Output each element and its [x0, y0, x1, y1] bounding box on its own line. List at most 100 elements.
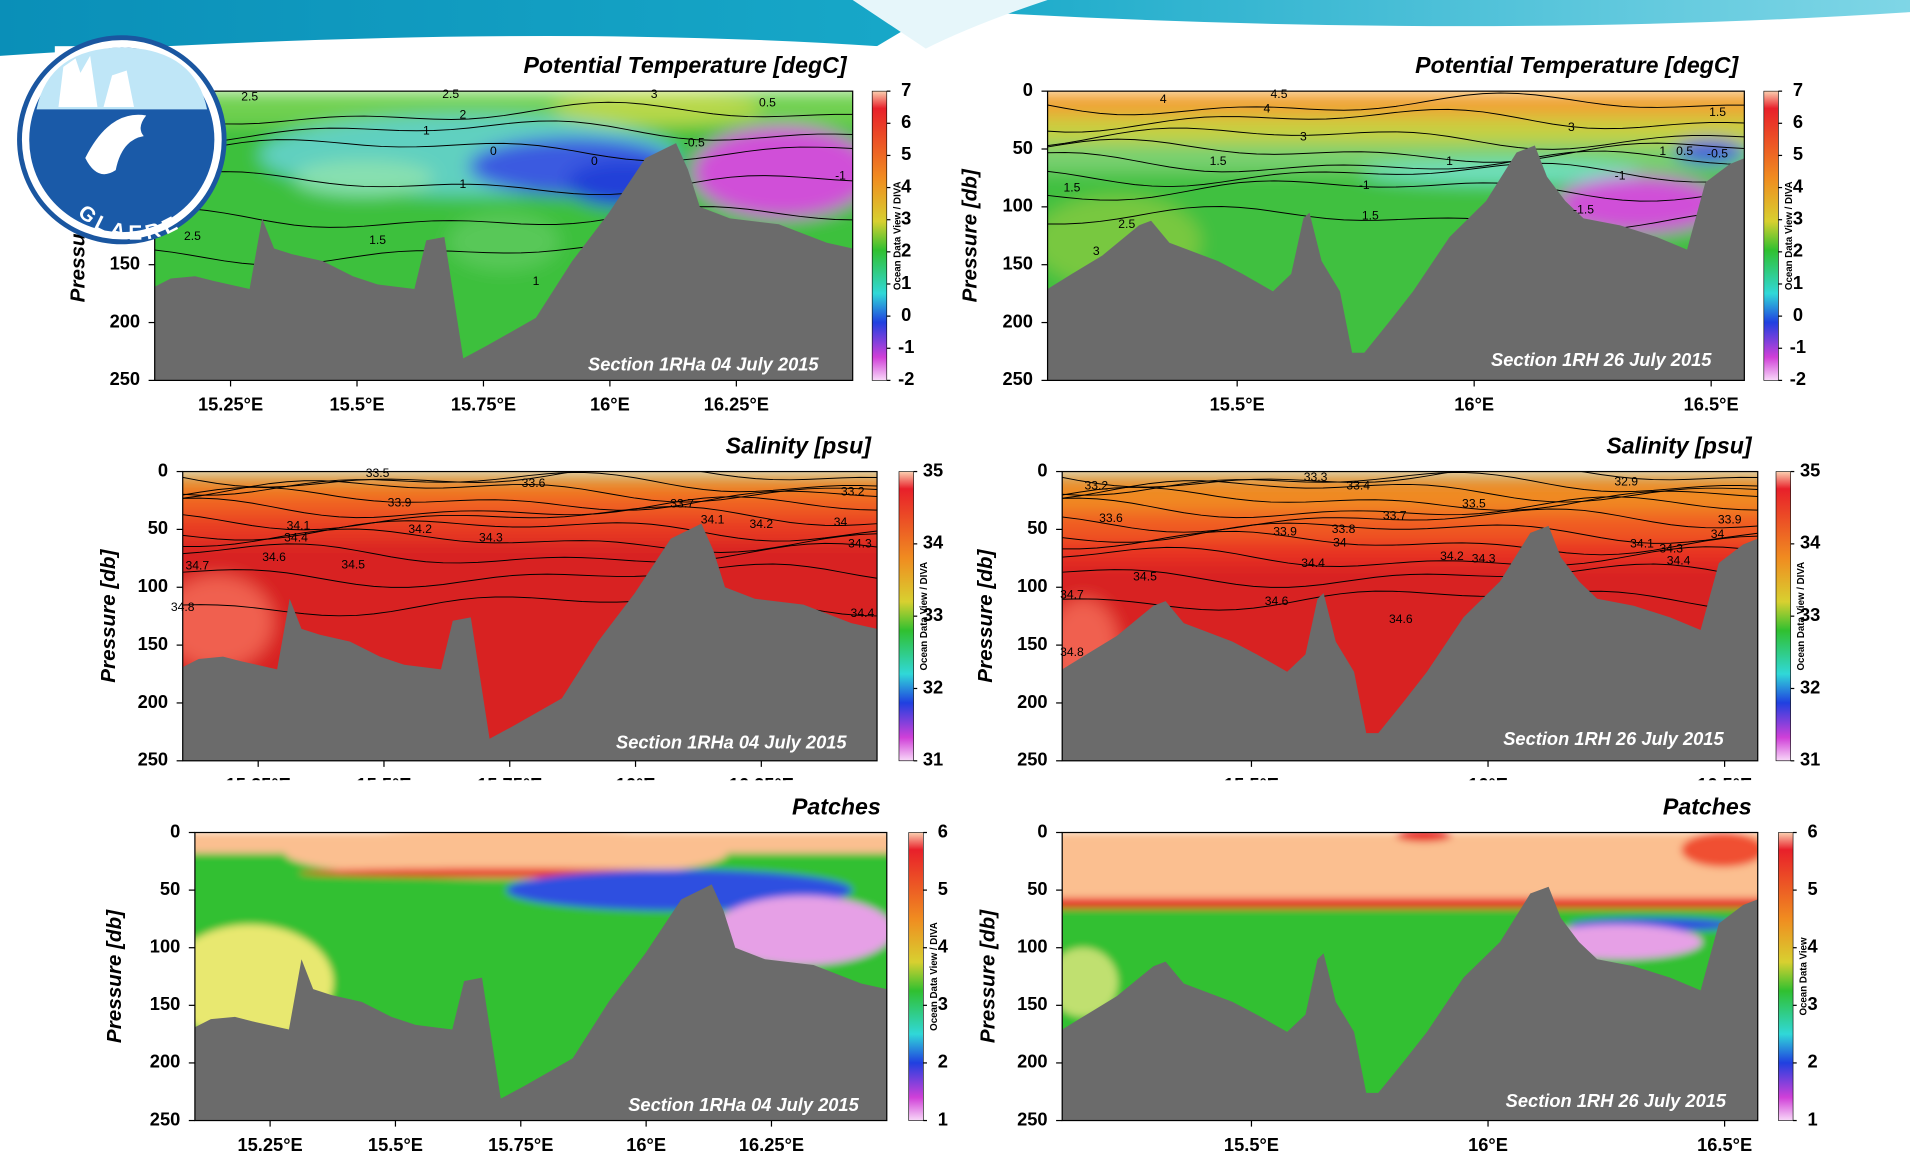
y-tick-label: 50 [1027, 878, 1047, 899]
x-tick-label: 15.25°E [237, 1134, 302, 1155]
contour-label: 34.7 [1060, 588, 1084, 602]
y-tick-label: 250 [150, 1108, 180, 1129]
contour-label: 0.5 [759, 96, 776, 110]
colorbar-tick-label: 5 [938, 878, 948, 899]
chart-title: Potential Temperature [degC] [523, 52, 847, 78]
y-tick-label: 150 [1002, 253, 1032, 274]
contour-label: -0.5 [1707, 147, 1728, 161]
colorbar-tick-label: 31 [923, 749, 943, 770]
x-tick-label: 16°E [626, 1134, 666, 1155]
colorbar [872, 91, 887, 380]
contour-label: -1 [1359, 178, 1370, 192]
contour-label: 33.7 [670, 497, 694, 511]
y-tick-label: 250 [110, 368, 140, 389]
x-tick-label: 16°E [1454, 394, 1494, 415]
y-axis-label: Pressure [db] [103, 909, 126, 1043]
contour-label: 33.6 [522, 476, 546, 490]
y-tick-label: 50 [1027, 517, 1047, 538]
x-tick-label: 16°E [590, 394, 630, 415]
y-tick-label: 150 [150, 993, 180, 1014]
contour-label: 34.3 [848, 537, 872, 551]
annotation: Section 1RHa 04 July 2015 [628, 1094, 859, 1115]
colorbar-tick-label: -2 [1790, 368, 1806, 389]
contour-label: 33.6 [1099, 511, 1123, 525]
contour-label: 1.5 [1063, 181, 1080, 195]
colorbar-tick-label: 6 [1807, 820, 1817, 841]
y-tick-label: 100 [1017, 936, 1047, 957]
slide: 2.52.5230.510-0.5102.5-11.51050100150200… [0, 0, 1910, 1157]
contour-label: 0 [591, 154, 598, 168]
x-tick-label: 15.5°E [1210, 394, 1265, 415]
field-band [1038, 898, 1782, 908]
colorbar-label: Ocean Data View / DIVA [919, 562, 930, 671]
contour-label: 34.2 [1440, 549, 1464, 563]
panel: 33.233.333.433.633.933.833.733.53434.234… [968, 425, 1827, 795]
contour-label: 3 [1093, 244, 1100, 258]
contour-label: 33.9 [1718, 512, 1742, 526]
x-tick-label: 16.25°E [739, 1134, 804, 1155]
plot-area [167, 828, 911, 1121]
contour-label: 33.5 [366, 466, 390, 480]
contour-label: 34.1 [701, 512, 725, 526]
y-tick-label: 200 [150, 1051, 180, 1072]
contour-label: 1.5 [1709, 105, 1726, 119]
field-band [158, 492, 901, 517]
chart-title: Patches [1663, 793, 1752, 819]
y-axis-label: Pressure [db] [977, 909, 1000, 1043]
y-tick-label: 50 [148, 517, 168, 538]
y-tick-label: 200 [110, 310, 140, 331]
y-tick-label: 200 [138, 691, 168, 712]
y-tick-label: 0 [1037, 820, 1047, 841]
y-tick-label: 0 [1023, 79, 1033, 100]
colorbar-label: Ocean Data View / DIVA [892, 181, 903, 290]
x-tick-label: 15.5°E [368, 1134, 423, 1155]
field-patch [1681, 833, 1764, 868]
colorbar-tick-label: 34 [923, 532, 944, 553]
colorbar-label: Ocean Data View [1799, 937, 1810, 1015]
contour-label: 34 [1333, 535, 1347, 549]
contour-label: 4 [1263, 102, 1270, 116]
colorbar-tick-label: 32 [923, 676, 943, 697]
contour-label: 34.3 [1472, 551, 1496, 565]
contour-label: 34.6 [262, 550, 286, 564]
y-tick-label: 200 [1002, 310, 1032, 331]
contour-label: -1 [835, 168, 846, 182]
chart-title: Potential Temperature [degC] [1415, 52, 1739, 78]
contour-label: 34.7 [185, 559, 209, 573]
contour-label: 34 [834, 515, 848, 529]
y-tick-label: 150 [138, 633, 168, 654]
annotation: Section 1RHa 04 July 2015 [588, 354, 819, 375]
plot-area [158, 465, 901, 761]
colorbar-label: Ocean Data View / DIVA [1796, 562, 1807, 671]
colorbar-label: Ocean Data View / DIVA [929, 922, 940, 1031]
chart-title: Salinity [psu] [726, 432, 873, 458]
y-tick-label: 100 [1017, 575, 1047, 596]
contour-label: 0 [490, 144, 497, 158]
y-tick-label: 50 [1013, 137, 1033, 158]
colorbar-tick-label: 2 [938, 1051, 948, 1072]
colorbar-tick-label: 1 [1807, 1108, 1817, 1129]
y-tick-label: 150 [1017, 633, 1047, 654]
colorbar-tick-label: 6 [938, 820, 948, 841]
contour-label: 33.4 [1346, 478, 1370, 492]
x-tick-label: 16.5°E [1684, 394, 1739, 415]
x-tick-label: 15.25°E [198, 394, 263, 415]
annotation: Section 1RH 26 July 2015 [1503, 728, 1724, 749]
contour-label: 33.8 [1332, 522, 1356, 536]
panels: 2.52.5230.510-0.5102.5-11.51050100150200… [55, 46, 1827, 1157]
contour-label: 34.5 [341, 557, 365, 571]
colorbar-tick-label: 7 [1793, 79, 1803, 100]
colorbar-tick-label: 5 [901, 143, 911, 164]
contour-label: 33.2 [1084, 478, 1108, 492]
contour-label: -1 [1615, 168, 1626, 182]
contour-label: 34.4 [1667, 554, 1691, 568]
contour-label: 2 [459, 108, 466, 122]
x-tick-label: 15.5°E [1224, 1134, 1279, 1155]
contour-label: -1.5 [1573, 202, 1594, 216]
field-band [1038, 833, 1782, 902]
contour-label: 1 [423, 123, 430, 137]
y-tick-label: 0 [1037, 459, 1047, 480]
contour-label: 4 [1160, 92, 1167, 106]
contour-label: 34.5 [1133, 570, 1157, 584]
